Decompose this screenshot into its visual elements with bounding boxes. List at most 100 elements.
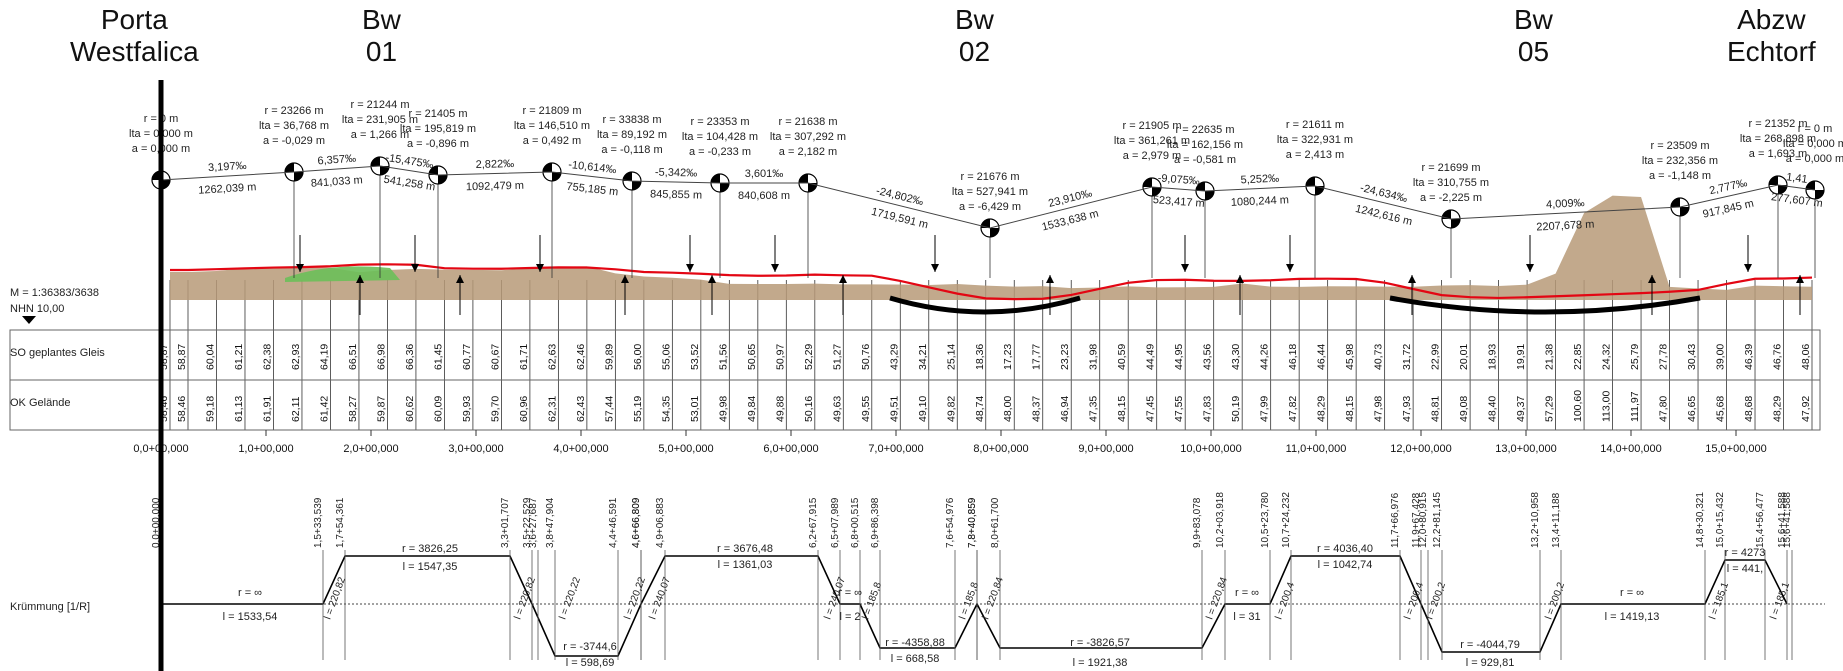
curve-length: l = 929,81 <box>1466 657 1515 669</box>
segment-length: 541,258 m <box>383 174 436 194</box>
arrow-head-icon <box>931 264 939 272</box>
ok-value: 62,11 <box>290 396 302 422</box>
arrow-head-icon <box>621 275 629 283</box>
ok-value: 58,27 <box>347 396 359 422</box>
chainage-label: 2,0+00,000 <box>343 443 398 455</box>
curve-length: l = 1419,13 <box>1605 611 1660 623</box>
segment-length: 1719,591 m <box>870 206 929 232</box>
so-value: 24,32 <box>1601 344 1613 370</box>
pvi-marker-quarter <box>543 163 552 172</box>
so-value: 40,59 <box>1116 344 1128 370</box>
station-mark-label: 6,9+86,398 <box>870 497 881 548</box>
ok-value: 60,62 <box>404 396 416 422</box>
station-mark-label: 4,9+06,883 <box>655 497 666 548</box>
ok-value: 57,44 <box>603 396 615 422</box>
ok-value: 49,10 <box>917 396 929 422</box>
ok-value: 61,42 <box>318 396 330 422</box>
segment-grade: 2,777‰ <box>1708 177 1748 197</box>
pvi-marker-quarter <box>1806 181 1815 190</box>
segment-length: 840,608 m <box>738 190 790 202</box>
ok-value: 54,35 <box>660 396 672 422</box>
chainage-label: 7,0+00,000 <box>868 443 923 455</box>
pvi-tangent: lta = 146,510 m <box>514 120 590 132</box>
curve-length: l = 1361,03 <box>718 559 773 571</box>
ok-value: 49,63 <box>831 396 843 422</box>
pvi-marker-quarter <box>294 172 303 181</box>
arrow-head-icon <box>1648 275 1656 283</box>
station-mark-label: 14,8+30,321 <box>1695 492 1706 548</box>
header-line: Westfalica <box>70 36 199 67</box>
curve-length: l = 1921,38 <box>1073 657 1128 669</box>
chainage-label: 8,0+00,000 <box>973 443 1028 455</box>
curve-radius: r = 3826,25 <box>402 543 458 555</box>
ok-value: 100,60 <box>1572 390 1584 422</box>
ok-value: 48,29 <box>1772 396 1784 422</box>
so-value: 62,46 <box>575 344 587 370</box>
location-abzw-echtorf: Abzw Echtorf <box>1727 4 1816 68</box>
ok-value: 47,55 <box>1173 396 1185 422</box>
ok-row-label: OK Gelände <box>10 397 71 409</box>
station-mark-label: 1,7+54,361 <box>335 497 346 548</box>
curvature-band: 0,0+00,000 1,5+33,539 1,7+54,361 3,3+01,707… <box>151 492 1825 669</box>
station-mark-label: 15,4+56,477 <box>1755 492 1766 548</box>
structure-section <box>1389 295 1701 315</box>
segment-length: 917,845 m <box>1702 198 1755 221</box>
curve-radius: r = -3826,57 <box>1070 637 1130 649</box>
so-value: 44,95 <box>1173 344 1185 370</box>
pvi-tangent: lta = 361,261 m <box>1114 135 1190 147</box>
location-porta-westfalica: Porta Westfalica <box>70 4 199 68</box>
ok-value: 49,98 <box>717 396 729 422</box>
segment-grade: 23,910‰ <box>1047 187 1093 210</box>
arrow-head-icon <box>1408 275 1416 283</box>
so-value: 46,39 <box>1743 344 1755 370</box>
transition-length: l = 200,4 <box>1402 581 1426 621</box>
so-value: 61,21 <box>233 344 245 370</box>
so-value: 64,19 <box>318 344 330 370</box>
location-bw02: Bw 02 <box>955 4 994 68</box>
so-value: 30,43 <box>1686 344 1698 370</box>
so-value: 62,38 <box>261 344 273 370</box>
ok-value: 113,00 <box>1601 391 1613 422</box>
location-bw01: Bw 01 <box>362 4 401 68</box>
segment-grade: -5,342‰ <box>655 167 697 180</box>
ok-value: 49,51 <box>888 396 900 422</box>
pvi-marker-quarter <box>1671 198 1680 207</box>
ok-value: 49,84 <box>746 396 758 422</box>
header-line: 05 <box>1517 36 1550 67</box>
pvi-a: a = -1,148 m <box>1649 170 1711 182</box>
pvi-tangent: lta = 307,292 m <box>770 131 846 143</box>
curve-radius: r = -4044,79 <box>1460 639 1520 651</box>
pvi-a: a = 2,979 m <box>1123 150 1181 162</box>
header-line: Bw <box>955 4 994 35</box>
ok-value: 59,93 <box>461 396 473 422</box>
transition-length: l = 220,84 <box>1204 575 1230 621</box>
pvi-a: a = -0,029 m <box>263 135 325 147</box>
arrow-head-icon <box>771 264 779 272</box>
pvi-a: a = 2,413 m <box>1286 149 1344 161</box>
pvi-marker-quarter <box>1451 219 1460 228</box>
arrow-head-icon <box>686 264 694 272</box>
arrow-head-icon <box>356 275 364 283</box>
pvi-marker-quarter <box>1152 187 1161 196</box>
segment-length: 1242,616 m <box>1354 203 1413 228</box>
arrow-head-icon <box>1796 275 1804 283</box>
station-mark-label: 6,5+07,989 <box>830 497 841 548</box>
station-mark-label: 15,0+15,432 <box>1715 492 1726 548</box>
arrow-head-icon <box>1526 264 1534 272</box>
station-mark-label: 3,6+27,687 <box>528 497 539 548</box>
nhn-marker-icon <box>22 316 36 324</box>
segment-length: 2207,678 m <box>1536 218 1595 233</box>
pvi-radius: r = 21905 m <box>1122 120 1181 132</box>
segment-grade: -24,802‰ <box>875 185 925 208</box>
station-mark-label: 12,2+81,145 <box>1432 492 1443 548</box>
pvi-marker-quarter <box>1769 176 1778 185</box>
so-value: 43,56 <box>1202 344 1214 370</box>
scale-label: M = 1:36383/3638 <box>10 287 99 299</box>
ok-value: 59,70 <box>489 396 501 422</box>
curve-radius: r = -3744,6 <box>563 641 617 653</box>
station-mark-label: 10,7+24,232 <box>1281 492 1292 548</box>
transition-length: l = 185,1 <box>1768 581 1792 621</box>
chainage-label: 15,0+00,000 <box>1705 443 1766 455</box>
so-value: 43,29 <box>888 344 900 370</box>
so-value: 22,85 <box>1572 344 1584 370</box>
